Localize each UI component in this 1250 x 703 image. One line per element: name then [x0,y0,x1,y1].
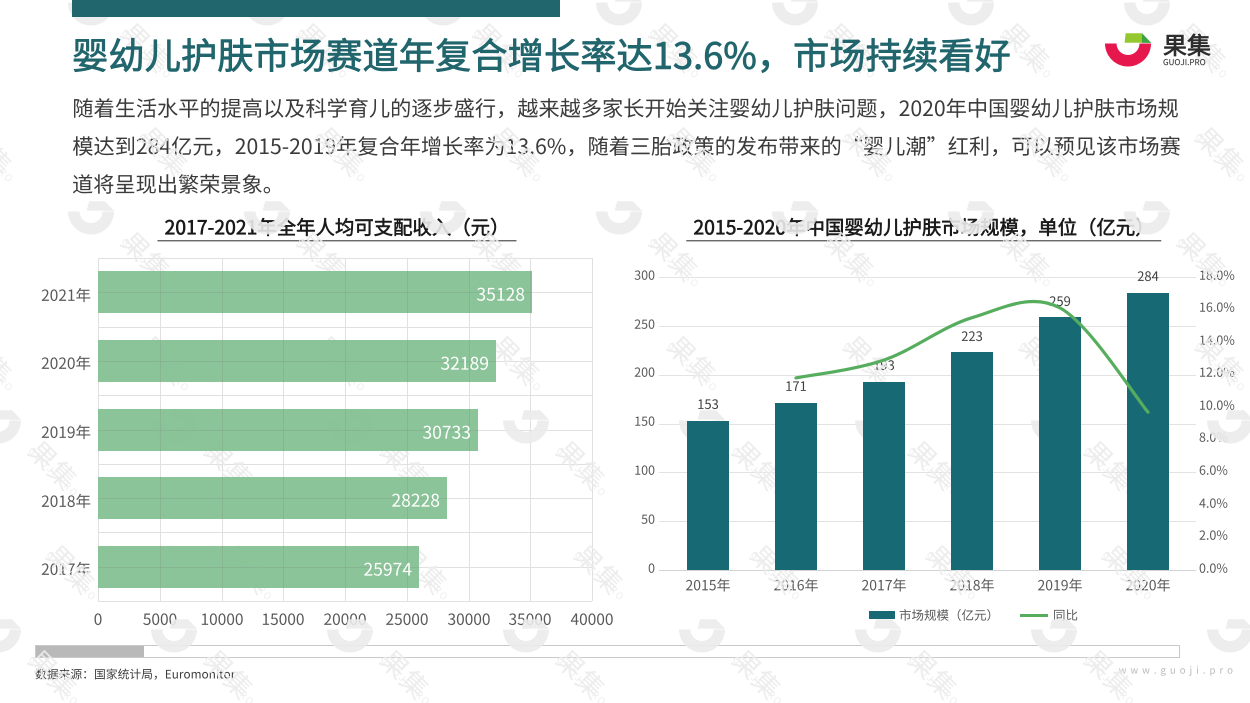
value-label [440,354,489,372]
logo-mark-icon [1105,33,1152,67]
gridline-h [659,325,1196,327]
bar-gridline-overlay [98,292,532,294]
page-title [72,37,1011,74]
bar-gridline-overlay [283,408,285,451]
gridline-h [98,395,592,397]
chart-title-underline [686,240,1162,242]
bar-gridline-overlay [221,271,223,314]
bar-gridline-overlay [406,271,408,314]
header-accent-bar [72,0,560,17]
bar-gridline-overlay [283,477,285,520]
chart-title [686,216,1162,242]
gridline-h [659,277,1196,278]
gridline-h [659,374,1196,376]
logo-domain [1163,58,1206,66]
legend-line-swatch [1020,614,1048,617]
value-label [363,560,412,578]
value-label [476,286,525,304]
legend-bar-swatch [869,611,895,619]
bar-gridline-overlay [221,339,223,382]
bar-gridline-overlay [468,408,470,451]
bar-gridline-overlay [283,545,285,588]
logo [1105,21,1250,69]
bar-gridline-overlay [98,429,478,431]
value-label [391,491,440,509]
value-label [422,423,471,441]
bar-gridline-overlay [406,339,408,382]
logo-name [1163,33,1211,57]
bar-gridline-overlay [98,360,496,362]
